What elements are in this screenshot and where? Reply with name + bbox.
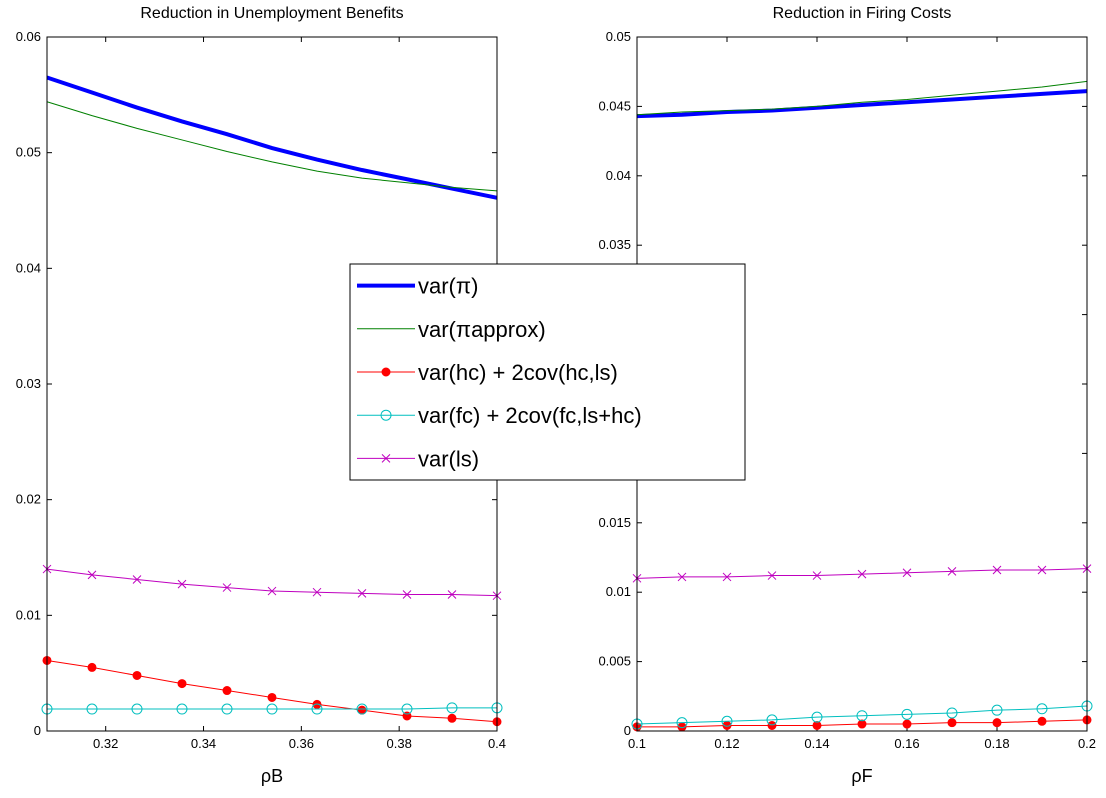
y-tick-label: 0.045 (598, 98, 631, 113)
x-tick-label: 0.32 (93, 736, 118, 751)
marker (992, 565, 1002, 575)
marker (856, 710, 868, 722)
marker (267, 586, 277, 596)
marker (446, 702, 458, 714)
marker (946, 707, 958, 719)
legend-label: var(π) (418, 274, 478, 299)
marker (86, 703, 98, 715)
x-tick-label: 0.2 (1078, 736, 1096, 751)
marker (676, 717, 688, 729)
x-axis-label: ρF (851, 766, 872, 786)
marker (311, 703, 323, 715)
x-tick-label: 0.16 (894, 736, 919, 751)
marker (721, 715, 733, 727)
y-tick-label: 0.06 (16, 29, 41, 44)
marker (447, 713, 457, 723)
x-tick-label: 0.1 (628, 736, 646, 751)
y-tick-label: 0.05 (606, 29, 631, 44)
x-axis-label: ρB (261, 766, 283, 786)
y-tick-label: 0.05 (16, 145, 41, 160)
marker (947, 567, 957, 576)
y-tick-label: 0.04 (16, 260, 41, 275)
legend-label: var(ls) (418, 446, 479, 471)
series-line (636, 80, 1088, 116)
y-tick-label: 0.015 (598, 515, 631, 530)
marker (766, 714, 778, 726)
y-tick-label: 0 (34, 723, 41, 738)
marker (901, 708, 913, 720)
marker (767, 571, 777, 580)
y-tick-label: 0.03 (16, 376, 41, 391)
marker (677, 572, 687, 582)
x-tick-label: 0.34 (191, 736, 216, 751)
marker (380, 409, 392, 421)
marker (312, 587, 322, 597)
marker (132, 575, 142, 584)
legend-box (349, 263, 746, 481)
series-line (636, 89, 1088, 119)
marker (902, 568, 912, 578)
x-tick-label: 0.4 (488, 736, 506, 751)
marker (222, 686, 232, 696)
series-line (47, 707, 497, 710)
legend-label: var(πapprox) (418, 317, 546, 342)
marker (357, 589, 367, 598)
marker (266, 703, 278, 715)
marker (902, 719, 912, 729)
marker (812, 720, 822, 730)
marker (381, 367, 391, 377)
marker (177, 679, 187, 689)
series-line (46, 101, 498, 192)
marker (401, 703, 413, 715)
marker (402, 590, 412, 599)
marker (857, 719, 867, 729)
marker (722, 572, 732, 582)
y-tick-label: 0.01 (16, 607, 41, 622)
marker (947, 718, 957, 728)
marker (991, 704, 1003, 716)
y-tick-label: 0 (624, 723, 631, 738)
marker (1037, 716, 1047, 726)
y-tick-label: 0.035 (598, 237, 631, 252)
marker (1036, 703, 1048, 715)
marker (222, 583, 232, 592)
marker (87, 570, 97, 580)
marker (1037, 565, 1047, 575)
y-tick-label: 0.005 (598, 654, 631, 669)
series-line (636, 705, 1088, 725)
marker (131, 703, 143, 715)
marker (221, 703, 233, 715)
marker (176, 703, 188, 715)
series-line (46, 75, 498, 200)
marker (812, 571, 822, 580)
legend-label: var(fc) + 2cov(fc,ls+hc) (418, 403, 642, 428)
chart-title: Reduction in Unemployment Benefits (140, 5, 403, 22)
x-tick-label: 0.38 (387, 736, 412, 751)
y-tick-label: 0.01 (606, 584, 631, 599)
marker (356, 703, 368, 715)
marker (132, 670, 142, 680)
y-tick-label: 0.02 (16, 492, 41, 507)
x-tick-label: 0.36 (289, 736, 314, 751)
marker (857, 569, 867, 579)
x-tick-label: 0.18 (984, 736, 1009, 751)
marker (177, 579, 187, 589)
marker (447, 590, 457, 599)
chart-title: Reduction in Firing Costs (773, 5, 952, 22)
marker (811, 711, 823, 723)
marker (267, 692, 277, 702)
x-tick-label: 0.14 (804, 736, 829, 751)
marker (87, 662, 97, 672)
marker (992, 718, 1002, 728)
marker (381, 454, 391, 463)
y-tick-label: 0.04 (606, 168, 631, 183)
legend-label: var(hc) + 2cov(hc,ls) (418, 360, 618, 385)
x-tick-label: 0.12 (714, 736, 739, 751)
marker (767, 720, 777, 730)
